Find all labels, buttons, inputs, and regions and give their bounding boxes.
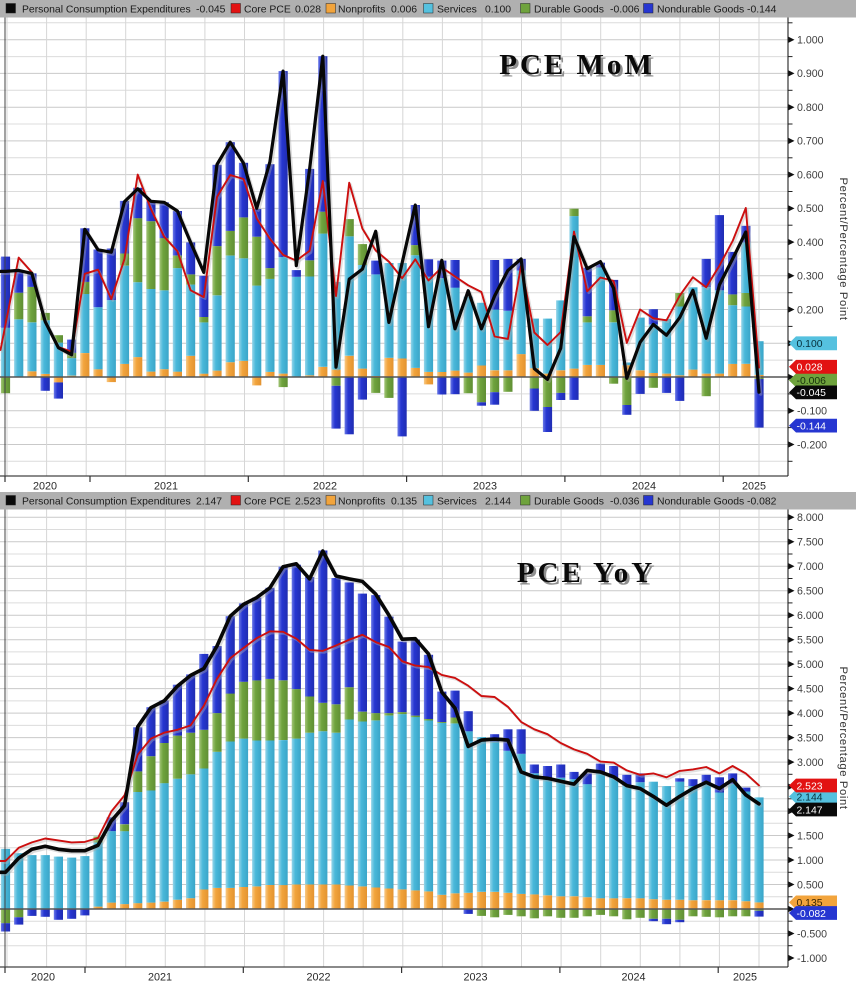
svg-text:0.100: 0.100 [797, 339, 823, 350]
svg-text:0.135: 0.135 [797, 898, 823, 909]
svg-text:2.144: 2.144 [485, 496, 511, 507]
svg-text:2023: 2023 [473, 481, 497, 493]
svg-text:2.147: 2.147 [797, 805, 823, 816]
svg-text:Durable Goods: Durable Goods [534, 4, 604, 15]
svg-text:0.028: 0.028 [295, 4, 321, 15]
svg-text:0.300: 0.300 [797, 271, 824, 283]
svg-text:0.500: 0.500 [797, 203, 824, 215]
svg-text:0.028: 0.028 [797, 363, 823, 374]
svg-text:2.144: 2.144 [797, 792, 823, 803]
svg-text:Services: Services [437, 4, 477, 15]
svg-text:0.100: 0.100 [485, 4, 511, 15]
svg-text:-0.100: -0.100 [797, 406, 827, 418]
svg-text:-0.200: -0.200 [797, 439, 827, 451]
svg-text:5.500: 5.500 [797, 635, 824, 647]
svg-text:8.000: 8.000 [797, 512, 824, 524]
svg-text:2021: 2021 [154, 481, 178, 493]
svg-text:2.523: 2.523 [295, 496, 321, 507]
svg-text:Core PCE: Core PCE [244, 4, 291, 15]
svg-text:0.500: 0.500 [797, 879, 824, 891]
svg-text:0.800: 0.800 [797, 102, 824, 114]
svg-text:Nonprofits: Nonprofits [338, 496, 385, 507]
svg-text:0.400: 0.400 [797, 237, 824, 249]
svg-text:PCE MoM: PCE MoM [499, 49, 655, 81]
svg-text:0.700: 0.700 [797, 136, 824, 148]
svg-text:2022: 2022 [313, 481, 337, 493]
svg-text:-1.000: -1.000 [797, 953, 827, 965]
svg-text:Nondurable Goods: Nondurable Goods [657, 496, 744, 507]
svg-text:Services: Services [437, 496, 477, 507]
svg-text:6.500: 6.500 [797, 586, 824, 598]
svg-text:0.006: 0.006 [391, 4, 417, 15]
svg-text:0.900: 0.900 [797, 68, 824, 80]
svg-text:1.000: 1.000 [797, 35, 824, 47]
svg-text:PCE YoY: PCE YoY [517, 557, 655, 589]
svg-text:-0.082: -0.082 [797, 909, 827, 920]
svg-text:7.500: 7.500 [797, 537, 824, 549]
svg-text:-0.006: -0.006 [610, 4, 640, 15]
svg-text:0.135: 0.135 [391, 496, 417, 507]
svg-text:Personal Consumption Expenditu: Personal Consumption Expenditures [22, 4, 191, 15]
svg-text:-0.045: -0.045 [797, 388, 827, 399]
svg-text:PCE MoM: PCE MoM [502, 52, 658, 84]
svg-text:Percent/Percentage Point: Percent/Percentage Point [837, 177, 849, 320]
svg-text:1.500: 1.500 [797, 830, 824, 842]
svg-text:Percent/Percentage Point: Percent/Percentage Point [837, 666, 849, 809]
svg-text:2021: 2021 [148, 972, 172, 984]
svg-text:2025: 2025 [742, 481, 766, 493]
svg-text:3.000: 3.000 [797, 757, 824, 769]
svg-text:Personal Consumption Expenditu: Personal Consumption Expenditures [22, 496, 191, 507]
svg-text:-0.006: -0.006 [797, 376, 827, 387]
svg-text:2020: 2020 [31, 972, 55, 984]
svg-text:-0.045: -0.045 [196, 4, 226, 15]
svg-text:Durable Goods: Durable Goods [534, 496, 604, 507]
svg-text:-0.500: -0.500 [797, 928, 827, 940]
svg-text:2025: 2025 [733, 972, 757, 984]
svg-text:Nondurable Goods: Nondurable Goods [657, 4, 744, 15]
svg-text:PCE YoY: PCE YoY [519, 560, 657, 592]
svg-text:3.500: 3.500 [797, 732, 824, 744]
svg-text:Core PCE: Core PCE [244, 496, 291, 507]
svg-text:2.147: 2.147 [196, 496, 222, 507]
svg-text:1.000: 1.000 [797, 855, 824, 867]
svg-text:7.000: 7.000 [797, 561, 824, 573]
svg-text:6.000: 6.000 [797, 610, 824, 622]
svg-text:-0.144: -0.144 [747, 4, 777, 15]
svg-text:2024: 2024 [621, 972, 645, 984]
svg-text:-0.144: -0.144 [797, 421, 827, 432]
svg-text:2023: 2023 [463, 972, 487, 984]
svg-text:2024: 2024 [632, 481, 656, 493]
svg-text:2022: 2022 [306, 972, 330, 984]
svg-text:4.000: 4.000 [797, 708, 824, 720]
svg-text:0.200: 0.200 [797, 304, 824, 316]
svg-text:2.523: 2.523 [797, 781, 823, 792]
svg-text:-0.082: -0.082 [747, 496, 777, 507]
svg-text:4.500: 4.500 [797, 683, 824, 695]
svg-text:Nonprofits: Nonprofits [338, 4, 385, 15]
svg-text:2020: 2020 [33, 481, 57, 493]
svg-text:0.600: 0.600 [797, 169, 824, 181]
svg-text:5.000: 5.000 [797, 659, 824, 671]
svg-text:-0.036: -0.036 [610, 496, 640, 507]
